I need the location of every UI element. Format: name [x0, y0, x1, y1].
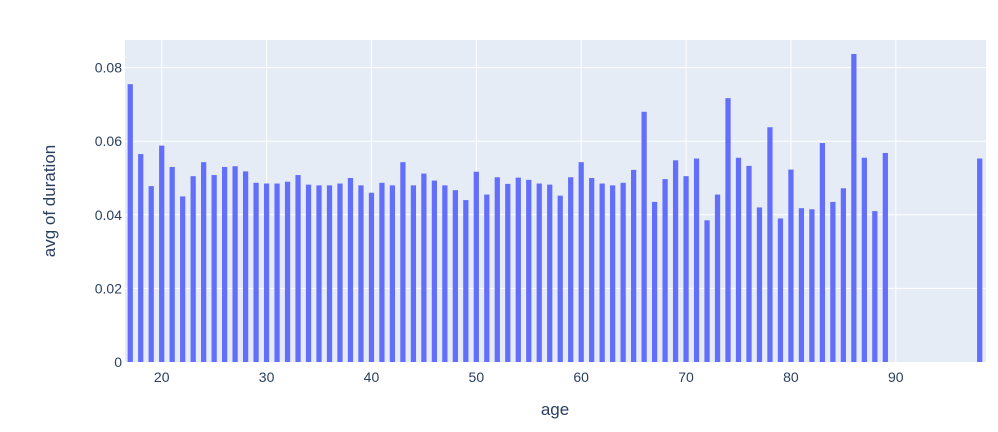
x-tick-label: 60	[573, 369, 589, 385]
bar	[347, 178, 354, 362]
bar	[138, 154, 144, 362]
bar	[284, 181, 291, 362]
bar	[651, 201, 658, 362]
y-tick-label: 0.02	[95, 280, 122, 296]
bar	[431, 180, 437, 362]
bar	[777, 218, 784, 362]
y-tick-label: 0.06	[95, 133, 122, 149]
bar	[599, 183, 605, 362]
bar	[725, 98, 731, 362]
bar	[788, 169, 794, 362]
bar	[882, 152, 888, 362]
bar	[169, 166, 175, 362]
bar	[578, 162, 584, 362]
bar	[400, 162, 406, 362]
x-tick-label: 40	[364, 369, 380, 385]
x-tick-label: 70	[678, 369, 694, 385]
bar	[536, 183, 542, 362]
x-axis-title: age	[541, 400, 569, 419]
bar	[263, 183, 270, 362]
bar	[337, 183, 343, 362]
bar	[526, 179, 532, 362]
bar	[672, 160, 679, 362]
bar	[452, 190, 458, 362]
x-tick-labels: 20 30 40 50 60 70 80 90	[154, 369, 904, 385]
y-axis-title: avg of duration	[40, 145, 59, 257]
bar	[463, 200, 469, 362]
bar	[620, 182, 626, 362]
bar	[180, 196, 186, 362]
bar	[326, 185, 333, 362]
y-tick-label: 0.08	[95, 60, 122, 76]
bar	[830, 201, 836, 362]
x-tick-label: 80	[783, 369, 799, 385]
y-tick-label: 0.04	[95, 207, 122, 223]
bar	[693, 158, 700, 362]
bar	[211, 175, 217, 362]
bar	[368, 192, 375, 362]
bar	[641, 111, 647, 362]
bar	[190, 176, 196, 362]
bar	[683, 176, 689, 362]
x-tick-label: 20	[154, 369, 170, 385]
y-tick-label: 0	[114, 354, 122, 370]
bar	[159, 145, 165, 362]
bar	[861, 157, 867, 362]
bar	[148, 186, 154, 362]
bar	[201, 162, 207, 362]
bar	[840, 188, 846, 362]
bar	[735, 157, 742, 362]
bar	[515, 177, 521, 362]
bar	[316, 185, 322, 362]
bar	[589, 178, 595, 362]
bar	[819, 143, 826, 362]
bar	[631, 169, 637, 362]
bar	[442, 185, 448, 362]
bar	[610, 185, 616, 362]
bar	[851, 53, 857, 362]
x-tick-label: 90	[888, 369, 904, 385]
bar	[505, 183, 511, 362]
bar	[547, 184, 553, 362]
y-tick-labels: 0 0.02 0.04 0.06 0.08	[95, 60, 122, 370]
bar	[798, 208, 805, 362]
bar	[746, 165, 752, 362]
bar	[274, 183, 280, 362]
bar	[767, 127, 773, 362]
bar	[809, 209, 815, 362]
bar	[222, 166, 228, 362]
bar	[568, 177, 574, 362]
bar	[253, 182, 259, 362]
bar	[557, 195, 563, 362]
bar	[410, 185, 417, 362]
bar	[473, 171, 479, 362]
bar	[232, 166, 238, 362]
bar	[494, 177, 500, 362]
x-tick-label: 30	[259, 369, 275, 385]
bars	[127, 53, 983, 362]
bar	[127, 84, 133, 362]
bar	[242, 171, 249, 362]
bar	[714, 194, 721, 362]
bar	[872, 211, 878, 362]
x-tick-label: 50	[469, 369, 485, 385]
bar	[484, 194, 490, 362]
bar	[379, 182, 385, 362]
bar	[421, 173, 427, 362]
bar	[305, 184, 312, 362]
bar	[295, 175, 301, 362]
bar	[756, 207, 763, 362]
bar	[389, 185, 396, 362]
bar	[662, 179, 668, 362]
bar	[977, 158, 983, 362]
bar	[358, 185, 364, 362]
bar	[704, 220, 710, 362]
